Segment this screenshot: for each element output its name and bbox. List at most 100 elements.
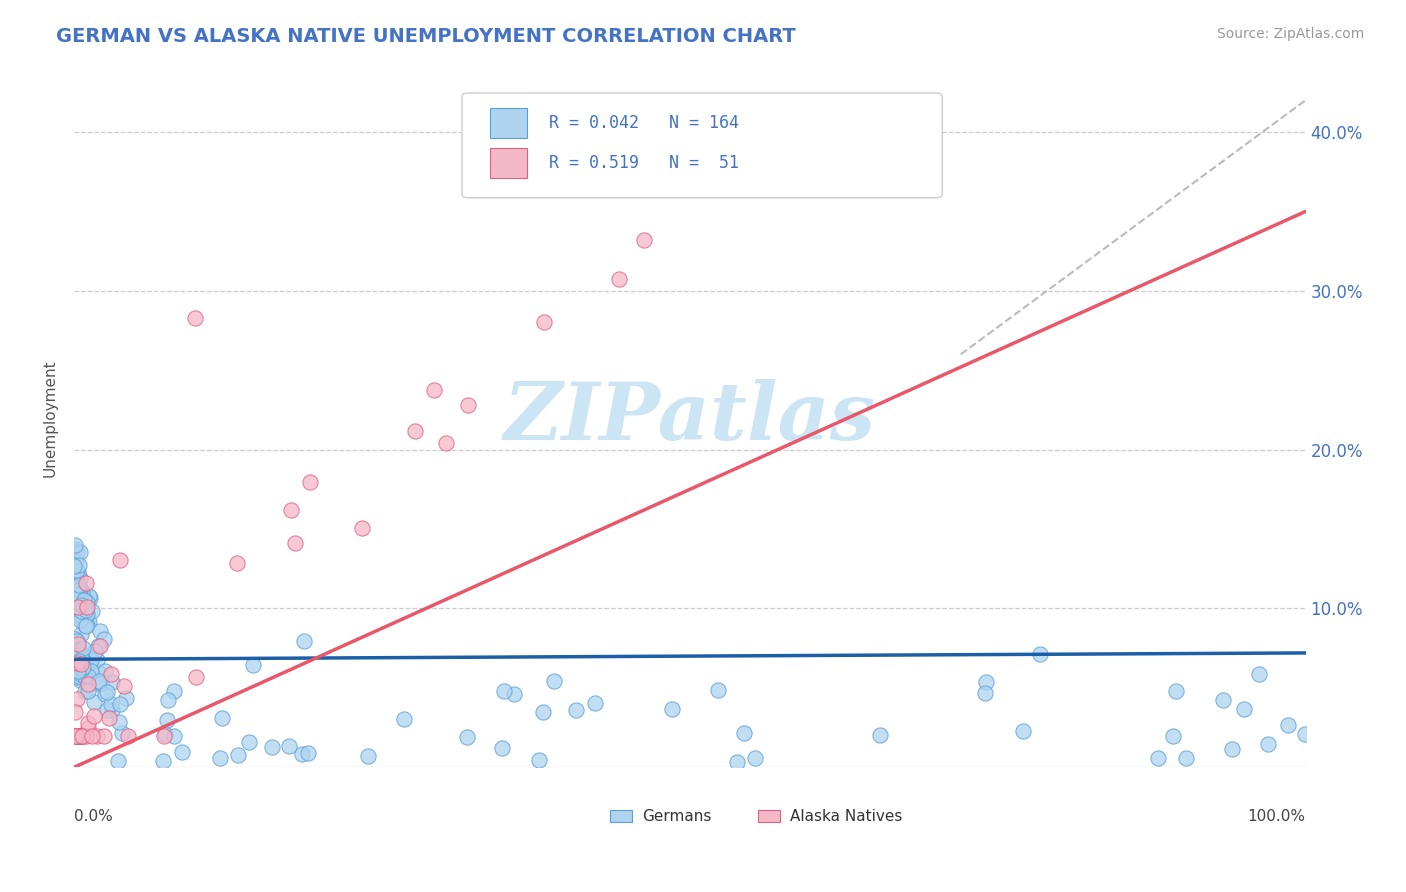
Point — [70, 646, 93, 660]
Point — [66, 655, 89, 669]
Point — [67, 729, 90, 743]
Point — [392, 712, 415, 726]
Point — [93, 632, 115, 647]
Point — [70, 627, 93, 641]
Point — [457, 398, 479, 412]
Point — [77, 684, 100, 698]
Point — [65, 648, 87, 663]
Point — [1294, 727, 1316, 741]
Point — [869, 728, 891, 742]
Point — [63, 563, 86, 577]
Point — [65, 578, 87, 592]
Point — [238, 735, 260, 749]
Point — [67, 729, 90, 743]
Point — [1174, 751, 1197, 765]
Point — [73, 593, 96, 607]
Text: R = 0.042   N = 164: R = 0.042 N = 164 — [550, 114, 740, 132]
Point — [63, 568, 86, 582]
Point — [77, 716, 100, 731]
Point — [70, 604, 93, 618]
Point — [491, 741, 513, 756]
Point — [63, 542, 86, 557]
Point — [117, 729, 139, 743]
Point — [973, 686, 995, 700]
Point — [1011, 724, 1033, 739]
Point — [89, 639, 111, 653]
Point — [69, 729, 91, 743]
Point — [633, 233, 655, 247]
Point — [112, 679, 135, 693]
Point — [66, 643, 89, 657]
Point — [76, 599, 98, 614]
Point — [80, 605, 103, 619]
Bar — [758, 810, 780, 822]
Point — [69, 600, 91, 615]
Bar — [491, 148, 527, 178]
Point — [157, 693, 180, 707]
Point — [72, 729, 94, 743]
Point — [87, 665, 110, 680]
Bar — [491, 108, 527, 137]
Point — [67, 585, 90, 599]
Point — [63, 729, 86, 743]
Point — [422, 383, 444, 397]
Point — [80, 665, 103, 679]
Point — [100, 667, 122, 681]
Point — [100, 703, 122, 717]
Point — [67, 587, 90, 601]
Point — [115, 690, 138, 705]
Point — [67, 582, 90, 596]
Point — [69, 666, 91, 681]
Point — [67, 637, 90, 651]
Point — [72, 660, 94, 674]
Point — [107, 715, 129, 730]
Point — [70, 599, 93, 613]
Text: 100.0%: 100.0% — [1247, 809, 1306, 824]
Point — [75, 729, 97, 743]
Point — [76, 669, 98, 683]
Point — [69, 655, 91, 669]
Point — [297, 746, 319, 760]
Point — [70, 662, 93, 676]
Point — [1147, 751, 1170, 765]
Point — [69, 729, 91, 743]
Point — [90, 676, 112, 690]
Point — [76, 649, 98, 664]
Point — [65, 649, 87, 664]
Point — [66, 670, 89, 684]
Point — [184, 670, 207, 684]
Point — [67, 582, 90, 597]
Point — [404, 424, 426, 438]
Point — [63, 641, 86, 656]
Point — [89, 624, 111, 638]
Point — [76, 595, 98, 609]
Point — [974, 674, 997, 689]
Point — [76, 618, 98, 632]
Point — [434, 436, 457, 450]
Point — [73, 593, 96, 607]
Point — [77, 657, 100, 672]
Point — [1166, 684, 1188, 698]
Point — [63, 632, 86, 646]
Point — [77, 721, 100, 735]
Point — [184, 311, 207, 326]
Point — [1161, 729, 1184, 743]
Point — [93, 688, 115, 702]
Y-axis label: Unemployment: Unemployment — [44, 359, 58, 476]
Point — [63, 645, 86, 659]
Point — [100, 697, 122, 711]
Point — [65, 729, 87, 743]
Point — [93, 729, 115, 743]
Point — [83, 695, 105, 709]
Point — [66, 566, 89, 580]
Point — [72, 729, 94, 743]
Text: Alaska Natives: Alaska Natives — [790, 809, 901, 823]
Point — [69, 729, 91, 743]
Point — [69, 545, 91, 559]
Point — [1220, 742, 1243, 756]
Point — [83, 708, 105, 723]
Point — [75, 603, 97, 617]
Point — [527, 753, 550, 767]
Point — [77, 589, 100, 603]
Point — [73, 617, 96, 632]
